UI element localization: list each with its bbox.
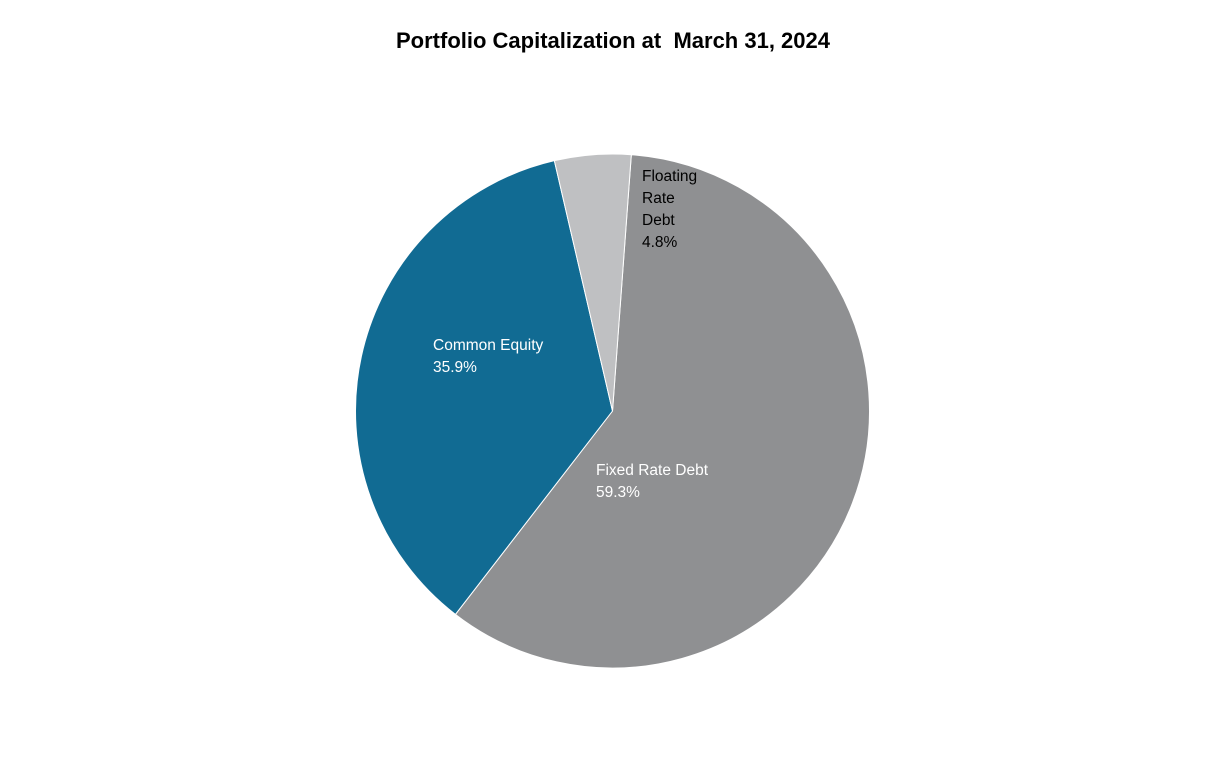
pie-slice-common-equity xyxy=(355,160,613,615)
slice-label-name: Fixed Rate Debt xyxy=(596,462,708,479)
slice-label-fixed-rate-debt: Fixed Rate Debt 59.3% xyxy=(596,460,708,504)
slice-label-name: Floating xyxy=(642,168,698,185)
slice-label-name: Debt xyxy=(642,212,675,229)
chart-title: Portfolio Capitalization at March 31, 20… xyxy=(396,28,830,53)
slice-label-common-equity: Common Equity 35.9% xyxy=(433,335,543,379)
slice-label-value: 35.9% xyxy=(433,359,477,376)
pie-slice-floating-rate-debt xyxy=(553,153,632,412)
slice-label-floating-rate-debt: Floating Rate Debt 4.8% xyxy=(642,166,697,254)
slice-label-value: 59.3% xyxy=(596,484,640,501)
slice-label-name: Rate xyxy=(642,190,675,207)
slice-label-name: Common Equity xyxy=(433,337,544,354)
pie-slice-fixed-rate-debt xyxy=(454,154,870,669)
slice-label-value: 4.8% xyxy=(642,234,678,251)
